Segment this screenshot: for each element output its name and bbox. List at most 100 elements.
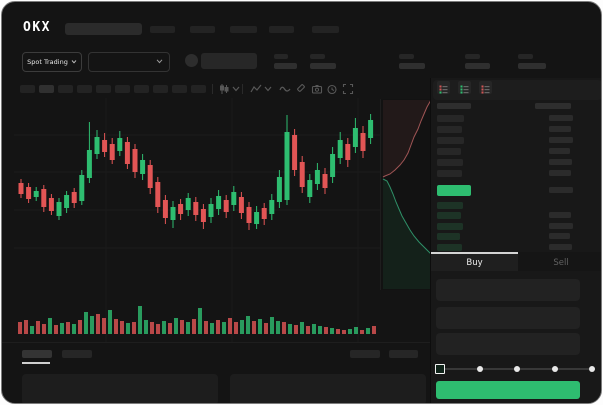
token-avatar[interactable] bbox=[185, 54, 198, 67]
nav-item-1[interactable] bbox=[150, 26, 175, 33]
footer-tab-active[interactable] bbox=[22, 350, 52, 358]
timeframe-pill-8[interactable] bbox=[153, 85, 168, 93]
candle-body bbox=[269, 200, 275, 214]
candle-body bbox=[368, 120, 374, 138]
indicators-icon[interactable] bbox=[250, 83, 262, 95]
bid-row-price[interactable] bbox=[437, 212, 461, 219]
nav-item-4[interactable] bbox=[269, 26, 294, 33]
volume-bar bbox=[144, 320, 148, 334]
slider-dot-4[interactable] bbox=[589, 366, 595, 372]
slider-dot-1[interactable] bbox=[476, 366, 483, 372]
bid-row-amount bbox=[549, 244, 572, 250]
footer-link-1[interactable] bbox=[350, 350, 380, 358]
amount-slider-handle[interactable] bbox=[435, 364, 445, 374]
last-price-amount bbox=[549, 187, 573, 193]
volume-bar bbox=[132, 322, 136, 334]
volume-bar bbox=[192, 319, 196, 334]
orderbook-asks-icon[interactable] bbox=[479, 81, 492, 94]
tab-sell[interactable]: Sell bbox=[518, 252, 601, 271]
timeframe-pill-9[interactable] bbox=[172, 85, 187, 93]
volume-bar bbox=[354, 327, 358, 334]
total-input[interactable] bbox=[436, 333, 580, 355]
volume-bar bbox=[222, 322, 226, 334]
volume-bar bbox=[258, 319, 262, 334]
timeframe-pill-6[interactable] bbox=[115, 85, 130, 93]
timeframe-pill-10[interactable] bbox=[191, 85, 206, 93]
candle-body bbox=[41, 189, 47, 207]
draw-pencil-icon[interactable] bbox=[295, 83, 307, 95]
candlestick-chart[interactable] bbox=[14, 98, 380, 342]
footer-link-2[interactable] bbox=[389, 350, 418, 358]
last-price-badge[interactable] bbox=[437, 185, 471, 196]
pair-select-dropdown[interactable] bbox=[88, 52, 170, 72]
candle-body bbox=[216, 196, 222, 209]
ask-row-price[interactable] bbox=[437, 148, 461, 155]
chevron-down-icon[interactable] bbox=[232, 86, 244, 98]
timeframe-pill-7[interactable] bbox=[134, 85, 149, 93]
ask-row-amount bbox=[549, 126, 571, 132]
slider-dot-3[interactable] bbox=[551, 366, 558, 372]
candle-body bbox=[155, 182, 161, 207]
bid-row-price[interactable] bbox=[437, 223, 463, 230]
orderbook-bids-icon[interactable] bbox=[458, 81, 471, 94]
ask-row-price[interactable] bbox=[437, 115, 464, 122]
trade-tabs: Buy Sell bbox=[431, 252, 601, 271]
ask-row-amount bbox=[549, 170, 571, 176]
volume-bar bbox=[48, 318, 52, 334]
ticker-stat-label bbox=[518, 54, 533, 59]
bid-row-price[interactable] bbox=[437, 202, 463, 209]
volume-bar bbox=[156, 324, 160, 334]
ask-row-price[interactable] bbox=[437, 137, 464, 144]
timeframe-pill-2[interactable] bbox=[39, 85, 54, 93]
wave-line-icon[interactable] bbox=[279, 83, 291, 95]
volume-bar bbox=[114, 319, 118, 334]
ask-row-price[interactable] bbox=[437, 159, 463, 166]
fullscreen-icon[interactable] bbox=[342, 83, 354, 95]
bid-row-price[interactable] bbox=[437, 233, 460, 240]
candle-type-icon[interactable] bbox=[218, 83, 230, 95]
alarm-clock-icon[interactable] bbox=[326, 83, 338, 95]
pair-info-button[interactable] bbox=[201, 53, 257, 69]
candle-body bbox=[284, 132, 290, 200]
price-input[interactable] bbox=[436, 279, 580, 301]
volume-bar bbox=[312, 324, 316, 334]
ticker-stat-value bbox=[465, 63, 490, 69]
footer-tab-2[interactable] bbox=[62, 350, 92, 358]
timeframe-pill-4[interactable] bbox=[77, 85, 92, 93]
candle-body bbox=[185, 198, 191, 210]
ask-row-price[interactable] bbox=[437, 170, 462, 177]
buy-submit-button[interactable] bbox=[436, 381, 580, 399]
candle-body bbox=[71, 192, 77, 203]
timeframe-pill-1[interactable] bbox=[20, 85, 35, 93]
bid-row-price[interactable] bbox=[437, 244, 462, 251]
amount-input[interactable] bbox=[436, 307, 580, 329]
search-input[interactable] bbox=[65, 23, 142, 35]
slider-dot-2[interactable] bbox=[514, 366, 520, 372]
nav-item-2[interactable] bbox=[190, 26, 215, 33]
chevron-down-icon[interactable] bbox=[264, 86, 276, 98]
tab-buy[interactable]: Buy bbox=[431, 252, 518, 271]
depth-bid-area bbox=[383, 179, 431, 289]
candle-body bbox=[147, 165, 153, 188]
ticker-stat-label bbox=[399, 54, 414, 59]
timeframe-pill-3[interactable] bbox=[58, 85, 73, 93]
chevron-down-icon bbox=[71, 60, 77, 64]
timeframe-pill-5[interactable] bbox=[96, 85, 111, 93]
ask-row-price[interactable] bbox=[437, 126, 462, 133]
market-selector-button[interactable]: Spot Trading bbox=[22, 52, 82, 72]
candle-body bbox=[337, 140, 343, 158]
nav-item-3[interactable] bbox=[230, 26, 257, 33]
volume-bar bbox=[96, 314, 100, 334]
volume-bar bbox=[126, 323, 130, 334]
volume-bar bbox=[306, 326, 310, 334]
nav-item-5[interactable] bbox=[312, 26, 339, 33]
candle-body bbox=[124, 142, 130, 164]
volume-bar bbox=[300, 322, 304, 334]
camera-icon[interactable] bbox=[311, 83, 323, 95]
candle-body bbox=[345, 144, 351, 160]
orderbook-both-icon[interactable] bbox=[437, 81, 450, 94]
volume-bar bbox=[30, 326, 34, 334]
candle-body bbox=[254, 212, 260, 224]
volume-bar bbox=[24, 320, 28, 334]
volume-bar bbox=[42, 324, 46, 334]
